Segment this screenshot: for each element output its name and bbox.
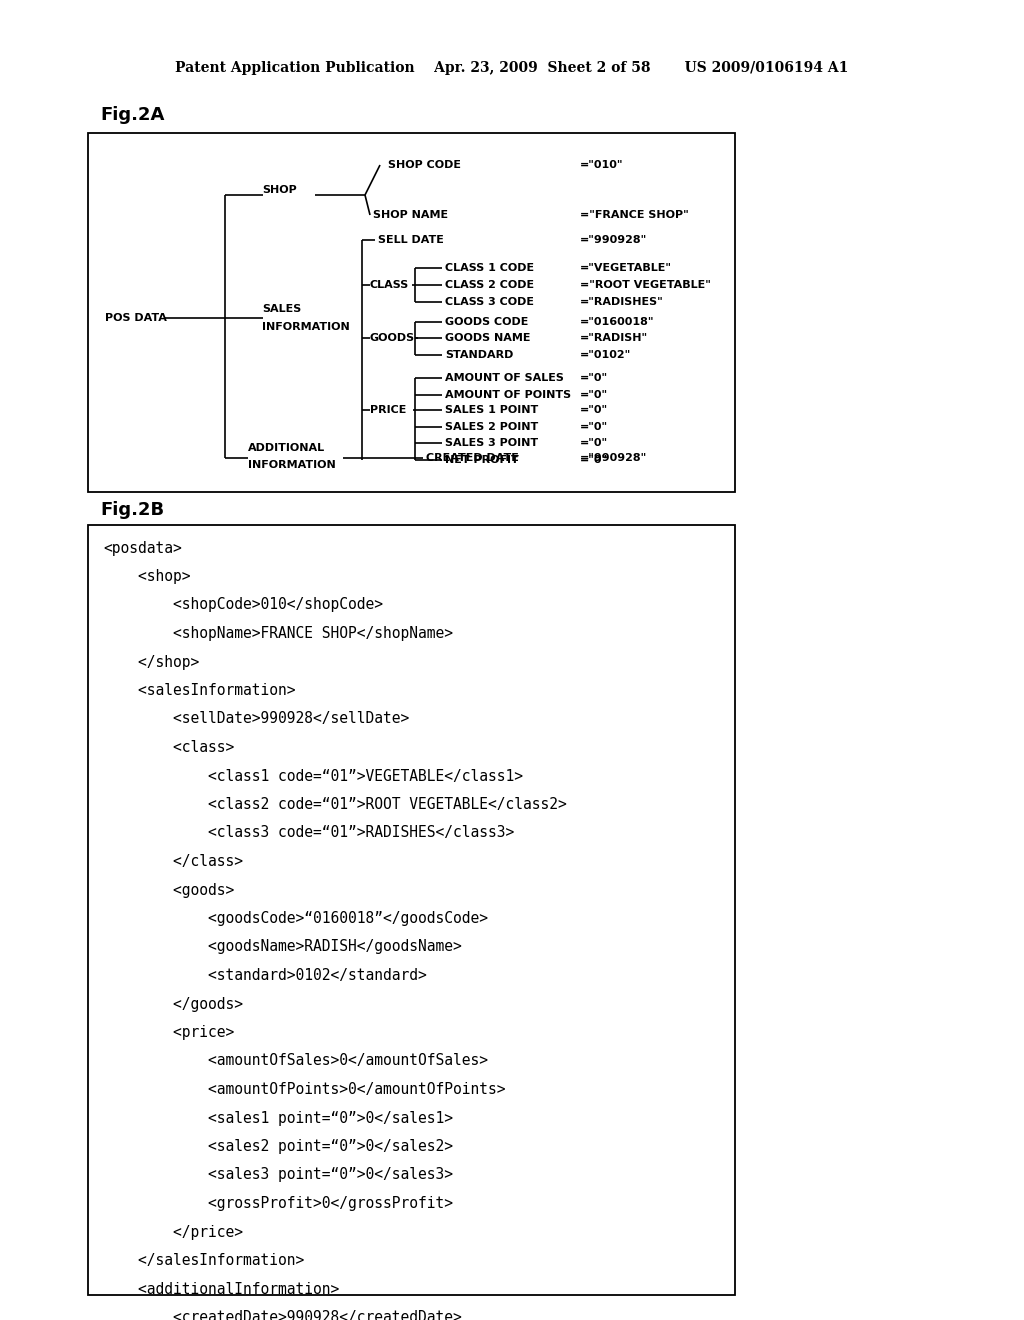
Text: ="990928": ="990928" (580, 453, 647, 463)
Text: <shop>: <shop> (103, 569, 190, 583)
Text: </class>: </class> (103, 854, 243, 869)
Text: SALES: SALES (262, 304, 301, 314)
Text: <grossProfit>0</grossProfit>: <grossProfit>0</grossProfit> (103, 1196, 453, 1210)
Text: ="0": ="0" (580, 374, 608, 383)
Text: <amountOfSales>0</amountOfSales>: <amountOfSales>0</amountOfSales> (103, 1053, 488, 1068)
Text: <goods>: <goods> (103, 883, 234, 898)
Text: INFORMATION: INFORMATION (248, 459, 336, 470)
Text: ="FRANCE SHOP": ="FRANCE SHOP" (580, 210, 689, 220)
Text: <class2 code=“01”>ROOT VEGETABLE</class2>: <class2 code=“01”>ROOT VEGETABLE</class2… (103, 797, 566, 812)
Text: </goods>: </goods> (103, 997, 243, 1011)
Text: ="0102": ="0102" (580, 350, 631, 360)
Text: NET PROFIT: NET PROFIT (445, 455, 519, 465)
Text: AMOUNT OF SALES: AMOUNT OF SALES (445, 374, 564, 383)
Text: <standard>0102</standard>: <standard>0102</standard> (103, 968, 427, 983)
Text: <class3 code=“01”>RADISHES</class3>: <class3 code=“01”>RADISHES</class3> (103, 825, 514, 841)
Text: INFORMATION: INFORMATION (262, 322, 350, 333)
Text: <posdata>: <posdata> (103, 540, 181, 556)
Text: <sales3 point=“0”>0</sales3>: <sales3 point=“0”>0</sales3> (103, 1167, 453, 1183)
Text: <amountOfPoints>0</amountOfPoints>: <amountOfPoints>0</amountOfPoints> (103, 1082, 506, 1097)
Text: AMOUNT OF POINTS: AMOUNT OF POINTS (445, 389, 571, 400)
Text: <shopName>FRANCE SHOP</shopName>: <shopName>FRANCE SHOP</shopName> (103, 626, 453, 642)
Text: POS DATA: POS DATA (105, 313, 167, 323)
Text: ="010": ="010" (580, 160, 624, 170)
Text: SHOP CODE: SHOP CODE (388, 160, 461, 170)
Text: </shop>: </shop> (103, 655, 200, 669)
Text: SALES 1 POINT: SALES 1 POINT (445, 405, 539, 414)
Text: <createdDate>990928</createdDate>: <createdDate>990928</createdDate> (103, 1309, 462, 1320)
Text: Fig.2B: Fig.2B (100, 502, 164, 519)
Text: ="990928": ="990928" (580, 235, 647, 246)
Text: GOODS NAME: GOODS NAME (445, 333, 530, 343)
Text: ="RADISHES": ="RADISHES" (580, 297, 664, 308)
Text: ="0": ="0" (580, 422, 608, 432)
Text: ="0": ="0" (580, 438, 608, 447)
Text: Fig.2A: Fig.2A (100, 106, 165, 124)
Text: CLASS 1 CODE: CLASS 1 CODE (445, 263, 535, 273)
Text: CLASS: CLASS (370, 280, 410, 290)
Text: <salesInformation>: <salesInformation> (103, 682, 296, 698)
Text: <class>: <class> (103, 741, 234, 755)
Text: SALES 2 POINT: SALES 2 POINT (445, 422, 539, 432)
Text: SHOP NAME: SHOP NAME (373, 210, 449, 220)
Text: SHOP: SHOP (262, 185, 297, 195)
Text: <sellDate>990928</sellDate>: <sellDate>990928</sellDate> (103, 711, 410, 726)
Text: CREATED DATE: CREATED DATE (426, 453, 519, 463)
Text: SELL DATE: SELL DATE (378, 235, 443, 246)
Text: <class1 code=“01”>VEGETABLE</class1>: <class1 code=“01”>VEGETABLE</class1> (103, 768, 523, 784)
Text: ="ROOT VEGETABLE": ="ROOT VEGETABLE" (580, 280, 711, 290)
Text: GOODS CODE: GOODS CODE (445, 317, 528, 327)
Text: <shopCode>010</shopCode>: <shopCode>010</shopCode> (103, 598, 383, 612)
Text: <price>: <price> (103, 1026, 234, 1040)
Text: ="0": ="0" (580, 389, 608, 400)
Text: ="RADISH": ="RADISH" (580, 333, 648, 343)
Text: ADDITIONAL: ADDITIONAL (248, 444, 326, 453)
Text: ="VEGETABLE": ="VEGETABLE" (580, 263, 672, 273)
Text: <additionalInformation>: <additionalInformation> (103, 1282, 339, 1296)
Text: <goodsName>RADISH</goodsName>: <goodsName>RADISH</goodsName> (103, 940, 462, 954)
Text: SALES 3 POINT: SALES 3 POINT (445, 438, 539, 447)
Text: </price>: </price> (103, 1225, 243, 1239)
Text: <sales2 point=“0”>0</sales2>: <sales2 point=“0”>0</sales2> (103, 1139, 453, 1154)
Text: ="0160018": ="0160018" (580, 317, 654, 327)
Text: ="0": ="0" (580, 455, 608, 465)
Text: ="0": ="0" (580, 405, 608, 414)
Text: PRICE: PRICE (370, 405, 407, 414)
Text: </salesInformation>: </salesInformation> (103, 1253, 304, 1269)
Text: Patent Application Publication    Apr. 23, 2009  Sheet 2 of 58       US 2009/010: Patent Application Publication Apr. 23, … (175, 61, 849, 75)
Text: CLASS 3 CODE: CLASS 3 CODE (445, 297, 534, 308)
Text: STANDARD: STANDARD (445, 350, 513, 360)
Text: <sales1 point=“0”>0</sales1>: <sales1 point=“0”>0</sales1> (103, 1110, 453, 1126)
Text: <goodsCode>“0160018”</goodsCode>: <goodsCode>“0160018”</goodsCode> (103, 911, 488, 927)
Text: CLASS 2 CODE: CLASS 2 CODE (445, 280, 535, 290)
Text: GOODS: GOODS (370, 333, 415, 343)
